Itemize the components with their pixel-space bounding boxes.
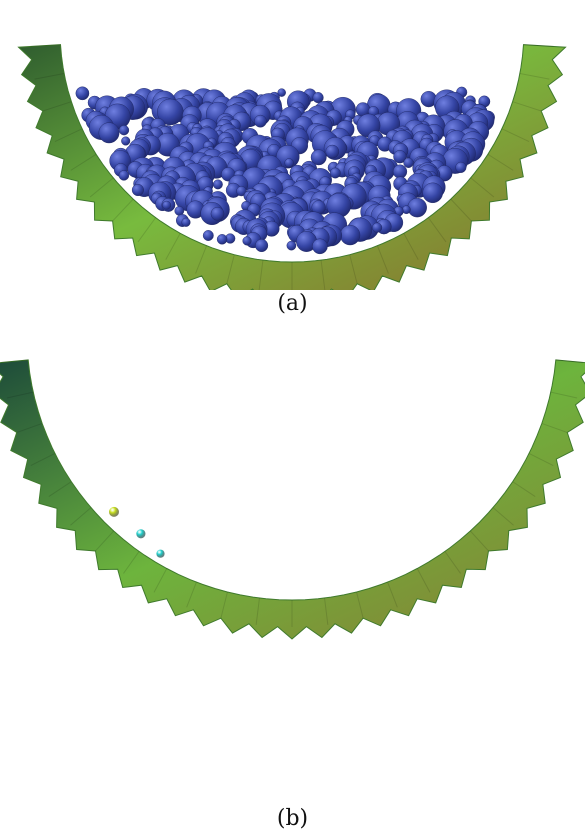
particle xyxy=(455,161,467,173)
particle xyxy=(312,238,328,255)
particle xyxy=(403,157,414,168)
particle xyxy=(131,183,144,196)
particle xyxy=(255,238,269,252)
particle xyxy=(325,144,340,159)
particle-bed xyxy=(109,506,165,558)
particle xyxy=(312,92,324,104)
particle xyxy=(109,506,119,517)
panel-b-label: (b) xyxy=(276,806,309,831)
particle xyxy=(202,230,214,241)
particle xyxy=(392,164,408,179)
particle xyxy=(340,225,361,246)
particle xyxy=(118,170,130,181)
particle xyxy=(277,88,286,97)
panel-b-image xyxy=(0,330,585,805)
particle xyxy=(407,197,427,218)
particle xyxy=(181,217,191,227)
panel-a-label: (a) xyxy=(277,291,308,316)
particle xyxy=(212,179,223,190)
particle xyxy=(118,125,130,136)
particle xyxy=(286,240,297,251)
particle xyxy=(372,222,383,233)
drum-wall xyxy=(17,44,567,290)
panel-a-image xyxy=(0,0,585,290)
particle xyxy=(98,122,120,144)
particle xyxy=(310,149,327,166)
particle xyxy=(402,205,411,214)
particle-bed xyxy=(75,86,495,255)
particle xyxy=(393,150,407,164)
particle xyxy=(75,86,90,101)
particle xyxy=(284,158,294,168)
particle xyxy=(162,200,172,210)
drum-rotating-particles xyxy=(0,359,585,640)
particle xyxy=(422,182,443,204)
particle xyxy=(254,114,267,128)
particle xyxy=(216,234,228,245)
particle xyxy=(210,206,225,221)
particle xyxy=(156,549,165,558)
particle xyxy=(121,136,131,146)
drum-settled-particles xyxy=(17,44,567,290)
drum-wall xyxy=(0,359,585,640)
particle xyxy=(329,167,341,179)
particle xyxy=(136,529,146,539)
particle xyxy=(242,236,252,246)
